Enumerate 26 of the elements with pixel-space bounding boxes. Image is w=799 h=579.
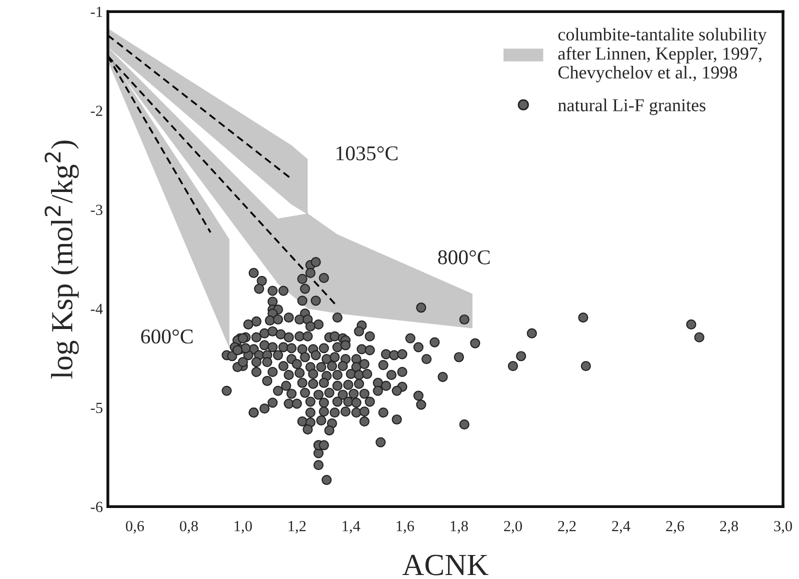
annotation: 800°C	[438, 250, 490, 264]
annotation: 600°C	[141, 329, 193, 344]
legend-label: natural Li-F granites	[558, 98, 706, 116]
x-tick-label: 2,2	[558, 521, 576, 534]
x-tick-label: 1,4	[342, 521, 360, 534]
x-tick-label: 0,6	[126, 520, 144, 534]
y-tick-label: -5	[90, 402, 102, 414]
y-tick-label: -1	[90, 6, 102, 17]
x-tick-label: 2,4	[612, 521, 630, 534]
y-tick-label: -4	[90, 304, 103, 314]
legend-label: columbite-tantalite solubility after Linnen, Keppler, 1997, Chevychelov et al., 1998	[558, 28, 767, 82]
x-tick-label: 1,6	[396, 521, 414, 534]
y-axis-title: log Ksp (mol$^{2}$/kg$^{2}$)	[44, 140, 79, 379]
y-tick-label: -6	[90, 502, 103, 512]
y-tick-label: -2	[90, 106, 102, 116]
x-tick-label: 1,0	[234, 520, 252, 534]
x-tick-label: 2,0	[504, 520, 522, 534]
x-tick-label: 3,0	[774, 520, 792, 534]
annotation: 1035°C	[336, 146, 398, 160]
x-tick-label: 2,8	[720, 520, 738, 534]
x-axis-title: ACNK	[402, 554, 488, 576]
x-tick-label: 1,8	[450, 520, 468, 534]
x-tick-label: 2,6	[666, 521, 684, 534]
x-tick-label: 0,8	[180, 520, 198, 534]
x-tick-label: 1,2	[288, 521, 306, 534]
y-tick-label: -3	[90, 204, 102, 216]
